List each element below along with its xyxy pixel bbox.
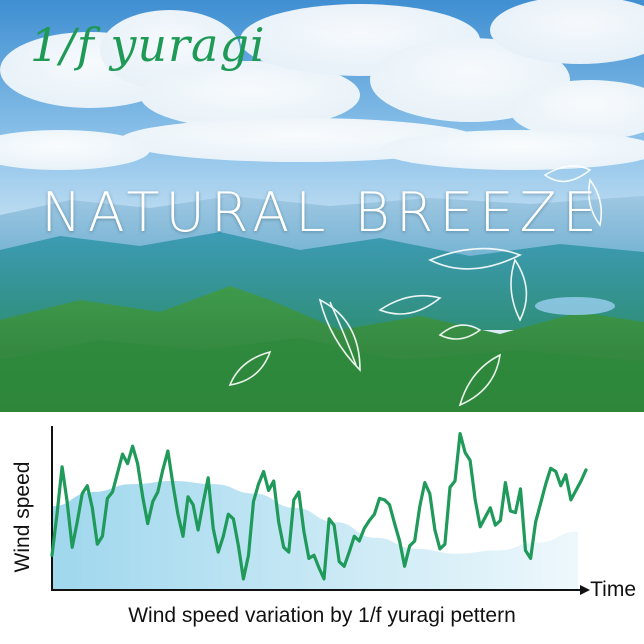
page-title: NATURAL BREEZE <box>41 181 603 244</box>
x-axis-label: Time <box>590 578 636 601</box>
wind-speed-chart: Wind speed Time Wind speed variation by … <box>0 412 644 644</box>
wind-speed-line <box>50 432 588 581</box>
brand-logo: 1/f yuragi <box>30 18 266 72</box>
trend-area <box>52 481 578 590</box>
chart-plot <box>50 426 590 595</box>
landscape-illustration <box>0 0 644 412</box>
chart-caption: Wind speed variation by 1/f yuragi pette… <box>128 604 516 627</box>
leaf-icons <box>228 165 603 407</box>
x-axis-arrow <box>580 585 590 595</box>
hero-image: 1/f yuragi NATURAL BREEZE <box>0 0 644 412</box>
chart-axes <box>51 426 580 591</box>
